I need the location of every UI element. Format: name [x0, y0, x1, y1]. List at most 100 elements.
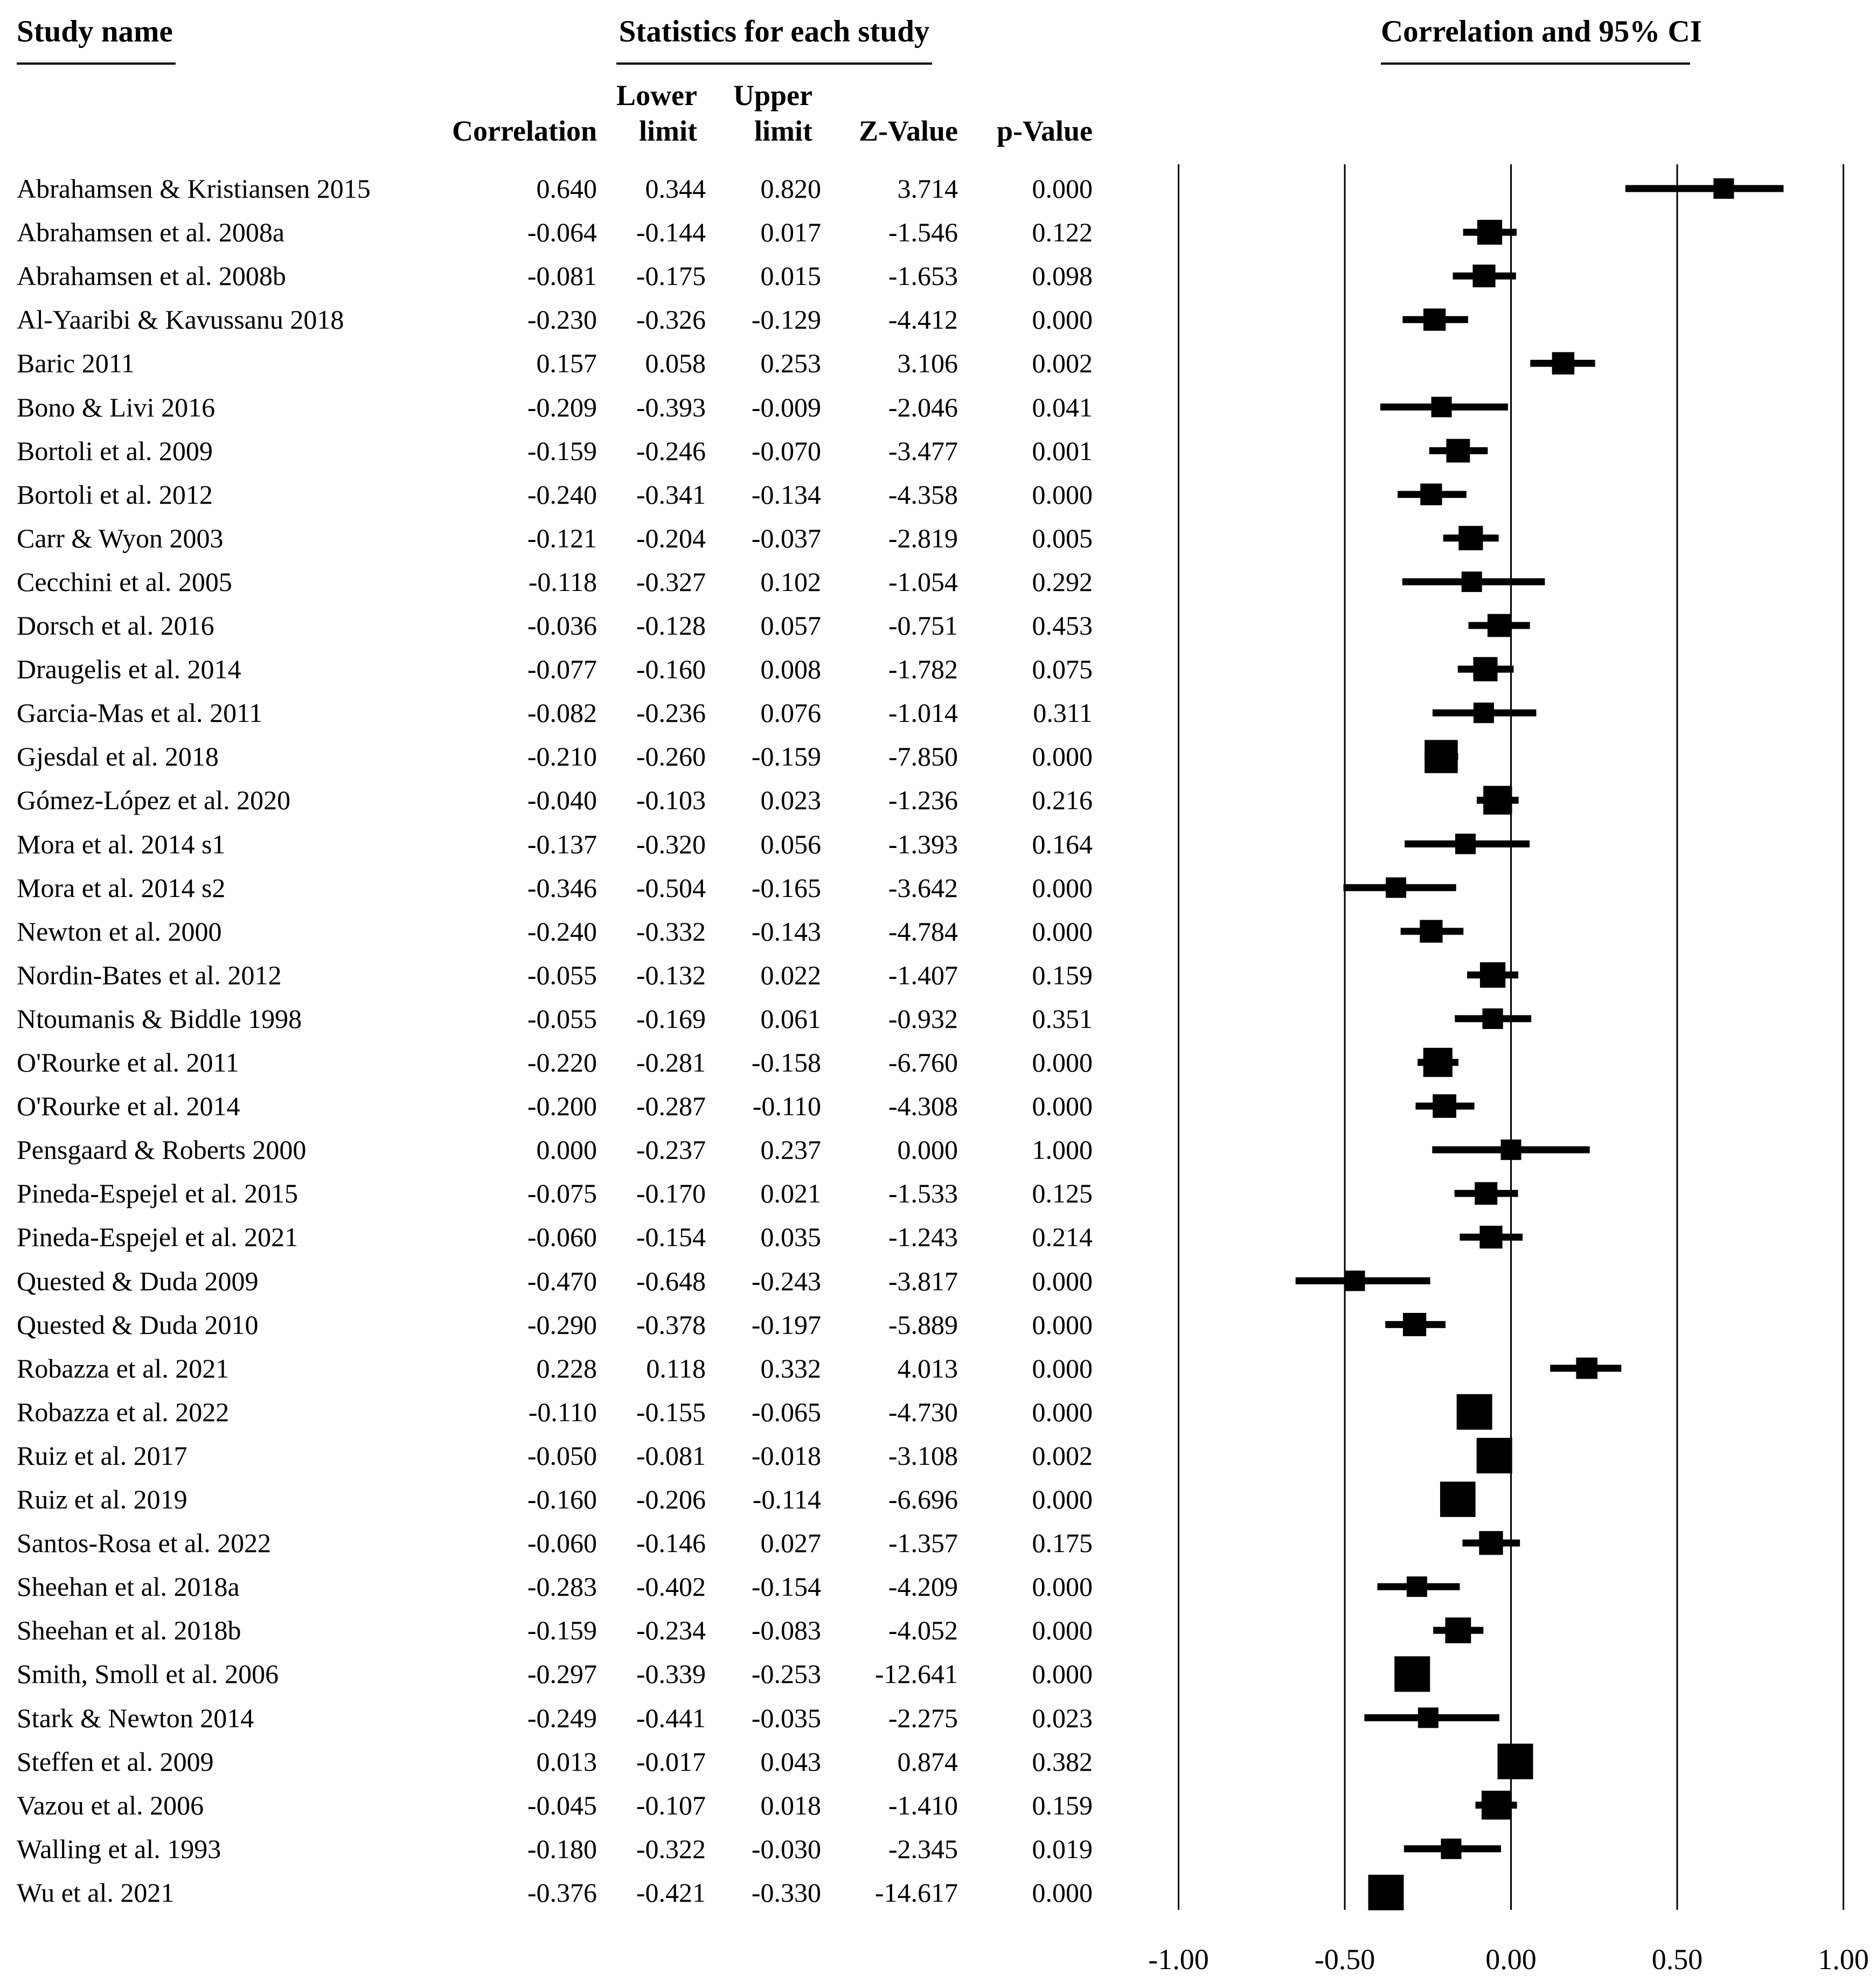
correlation-value: -0.470 — [527, 1265, 597, 1296]
study-row: Sheehan et al. 2018b -0.159 -0.234 -0.08… — [0, 1608, 1093, 1652]
upper-limit-value: -0.070 — [751, 435, 821, 466]
forest-marker — [1481, 1790, 1511, 1820]
upper-limit-value: 0.008 — [760, 654, 822, 685]
p-value: 1.000 — [1032, 1135, 1093, 1165]
forest-marker — [1420, 920, 1443, 943]
forest-marker — [1441, 1838, 1462, 1859]
study-name: Mora et al. 2014 s2 — [17, 872, 226, 903]
study-name: Robazza et al. 2022 — [17, 1396, 230, 1427]
study-row: Smith, Smoll et al. 2006 -0.297 -0.339 -… — [0, 1652, 1093, 1696]
forest-marker — [1406, 1576, 1427, 1597]
p-value: 0.311 — [1033, 698, 1093, 728]
lower-limit-value: 0.058 — [645, 348, 706, 379]
study-row: Wu et al. 2021 -0.376 -0.421 -0.330 -14.… — [0, 1870, 1093, 1915]
study-row: O'Rourke et al. 2014 -0.200 -0.287 -0.11… — [0, 1084, 1093, 1128]
correlation-value: -0.118 — [528, 566, 597, 597]
lower-limit-value: -0.236 — [636, 698, 706, 728]
correlation-value: -0.230 — [527, 304, 597, 335]
forest-marker — [1440, 1482, 1476, 1517]
axis-tick-label: 0.00 — [1485, 1943, 1537, 1976]
forest-marker — [1420, 483, 1442, 505]
forest-marker — [1446, 439, 1470, 463]
p-value: 0.000 — [1032, 1047, 1093, 1077]
study-row: Carr & Wyon 2003 -0.121 -0.204 -0.037 -2… — [0, 516, 1093, 560]
column-group-header-statistics: Statistics for each study — [619, 15, 930, 48]
study-name: Gjesdal et al. 2018 — [17, 741, 219, 772]
lower-limit-value: -0.322 — [636, 1833, 706, 1864]
p-value: 0.214 — [1032, 1222, 1093, 1253]
upper-limit-value: -0.009 — [751, 392, 821, 422]
correlation-value: -0.036 — [527, 610, 597, 641]
lower-limit-value: -0.146 — [636, 1528, 706, 1559]
p-value: 0.001 — [1032, 435, 1093, 466]
study-row: Walling et al. 1993 -0.180 -0.322 -0.030… — [0, 1827, 1093, 1871]
forest-marker — [1487, 614, 1511, 637]
study-name: Al-Yaaribi & Kavussanu 2018 — [17, 304, 344, 335]
lower-limit-value: -0.169 — [636, 1003, 706, 1034]
study-name: Baric 2011 — [17, 348, 135, 379]
forest-marker — [1473, 657, 1498, 681]
forest-marker — [1445, 1617, 1471, 1644]
p-value: 0.005 — [1032, 523, 1093, 553]
upper-limit-value: -0.253 — [751, 1659, 821, 1689]
study-name: Nordin-Bates et al. 2012 — [17, 959, 282, 990]
z-value: -3.817 — [888, 1265, 958, 1296]
lower-limit-value: -0.017 — [636, 1746, 706, 1777]
study-name: Abrahamsen & Kristiansen 2015 — [17, 173, 371, 204]
forest-marker — [1497, 1743, 1533, 1779]
study-name: Dorsch et al. 2016 — [17, 610, 214, 641]
study-name-underline — [17, 62, 176, 65]
study-row: Abrahamsen et al. 2008a -0.064 -0.144 0.… — [0, 210, 1093, 254]
p-value: 0.216 — [1032, 785, 1093, 816]
lower-limit-value: -0.170 — [636, 1178, 706, 1209]
p-value: 0.000 — [1032, 1091, 1093, 1122]
study-row: Pineda-Espejel et al. 2015 -0.075 -0.170… — [0, 1171, 1093, 1215]
study-row: Robazza et al. 2021 0.228 0.118 0.332 4.… — [0, 1346, 1093, 1390]
correlation-value: -0.249 — [527, 1702, 597, 1733]
p-value: 0.000 — [1032, 1265, 1093, 1296]
study-name: Abrahamsen et al. 2008a — [17, 217, 285, 248]
correlation-value: -0.159 — [527, 435, 597, 466]
forest-marker — [1455, 833, 1476, 854]
study-name: Quested & Duda 2010 — [17, 1309, 259, 1340]
lower-limit-value: -0.206 — [636, 1484, 706, 1514]
p-value: 0.000 — [1032, 872, 1093, 903]
study-row: Abrahamsen & Kristiansen 2015 0.640 0.34… — [0, 166, 1093, 211]
study-row: Abrahamsen et al. 2008b -0.081 -0.175 0.… — [0, 254, 1093, 298]
study-row: Al-Yaaribi & Kavussanu 2018 -0.230 -0.32… — [0, 297, 1093, 342]
p-value: 0.292 — [1032, 566, 1093, 597]
study-row: Dorsch et al. 2016 -0.036 -0.128 0.057 -… — [0, 603, 1093, 648]
z-value: -6.760 — [888, 1047, 958, 1077]
p-value: 0.000 — [1032, 1615, 1093, 1646]
lower-limit-value: -0.332 — [636, 916, 706, 947]
study-name: Pineda-Espejel et al. 2021 — [17, 1222, 298, 1253]
plot-title-underline — [1381, 62, 1690, 65]
lower-limit-value: -0.504 — [636, 872, 706, 903]
upper-limit-value: 0.057 — [760, 610, 822, 641]
correlation-value: -0.075 — [527, 1178, 597, 1209]
z-value: 4.013 — [897, 1353, 958, 1383]
study-row: Nordin-Bates et al. 2012 -0.055 -0.132 0… — [0, 953, 1093, 997]
p-value: 0.075 — [1032, 654, 1093, 685]
correlation-value: -0.283 — [527, 1571, 597, 1602]
upper-limit-value: 0.027 — [760, 1528, 822, 1559]
p-value: 0.002 — [1032, 1440, 1093, 1471]
lower-limit-value: -0.287 — [636, 1091, 706, 1122]
forest-marker — [1418, 1707, 1439, 1728]
correlation-value: -0.209 — [527, 392, 597, 422]
lower-limit-value: -0.175 — [636, 261, 706, 291]
lower-limit-value: -0.160 — [636, 654, 706, 685]
upper-limit-value: 0.820 — [760, 173, 822, 204]
lower-limit-value: -0.155 — [636, 1396, 706, 1427]
study-name: Gómez-López et al. 2020 — [17, 785, 291, 816]
p-value: 0.000 — [1032, 741, 1093, 772]
z-value: 0.874 — [897, 1746, 958, 1777]
study-name: Carr & Wyon 2003 — [17, 523, 224, 553]
study-name: Abrahamsen et al. 2008b — [17, 261, 286, 291]
study-name: Wu et al. 2021 — [17, 1877, 175, 1908]
study-row: Ruiz et al. 2019 -0.160 -0.206 -0.114 -6… — [0, 1477, 1093, 1521]
study-name: Ruiz et al. 2019 — [17, 1484, 187, 1514]
upper-limit-value: -0.129 — [751, 304, 821, 335]
correlation-value: -0.060 — [527, 1528, 597, 1559]
